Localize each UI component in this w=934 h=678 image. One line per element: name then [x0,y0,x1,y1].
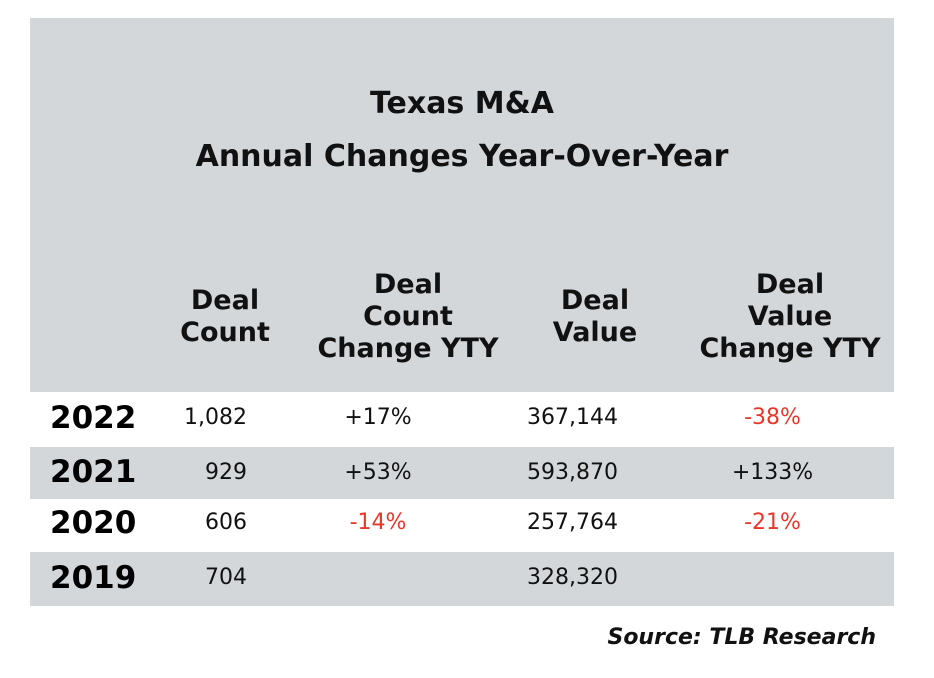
table-subtitle: Annual Changes Year-Over-Year [195,139,729,174]
cell-deal-value: 257,764 [527,510,618,536]
row-year: 2021 [50,454,137,491]
table-row [30,394,894,444]
source-note: Source: TLB Research [607,625,876,650]
header-panel [30,18,894,392]
cell-deal-count: 606 [205,510,247,536]
cell-value-change: +133% [731,459,814,485]
table-row [30,447,894,500]
cell-count-change: +17% [344,405,412,431]
table-row [30,552,894,606]
row-year: 2020 [50,504,137,541]
cell-deal-count: 929 [205,459,247,485]
header-deal-count-change: Deal Count Change YTY [317,269,499,364]
cell-count-change: +53% [344,459,412,485]
cell-value-change: -21% [744,510,801,536]
header-deal-value: Deal Value [552,285,638,348]
cell-deal-value: 593,870 [527,459,618,485]
row-year: 2019 [50,559,137,596]
cell-value-change: -38% [744,405,801,431]
cell-deal-count: 1,082 [184,405,247,431]
header-deal-value-change: Deal Value Change YTY [699,269,881,364]
header-deal-count: Deal Count [180,285,270,348]
cell-count-change: -14% [349,510,407,536]
cell-deal-value: 328,320 [527,565,618,591]
row-year: 2022 [50,399,137,436]
table-title: Texas M&A [370,86,554,121]
cell-deal-count: 704 [205,565,247,591]
table-row [30,499,894,549]
cell-deal-value: 367,144 [527,405,618,431]
